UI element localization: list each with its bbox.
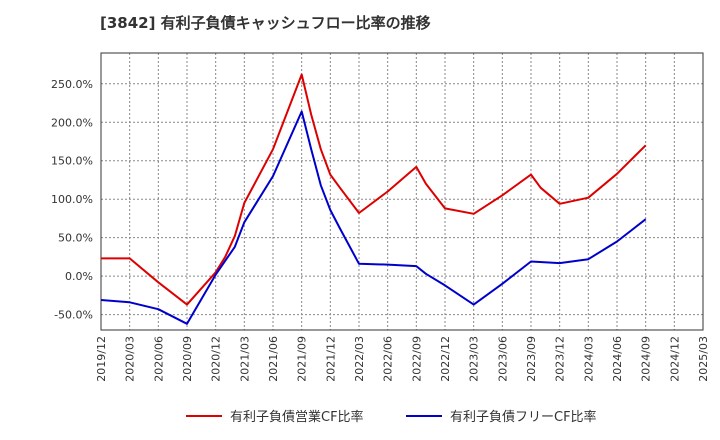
x-tick-label: 2024/03 <box>582 336 595 382</box>
x-tick-label: 2021/06 <box>267 336 280 382</box>
x-tick-label: 2021/03 <box>238 336 251 382</box>
y-tick-label: 200.0% <box>51 116 93 129</box>
x-tick-label: 2023/09 <box>525 336 538 382</box>
x-tick-label: 2022/09 <box>410 336 423 382</box>
series-layer <box>100 73 647 325</box>
x-tick-label: 2021/12 <box>324 336 337 382</box>
x-tick-label: 2025/03 <box>697 336 710 382</box>
x-tick-label: 2023/12 <box>554 336 567 382</box>
x-tick-label: 2020/06 <box>152 336 165 382</box>
chart-title: [3842] 有利子負債キャッシュフロー比率の推移 <box>100 14 431 32</box>
legend: 有利子負債営業CF比率 有利子負債フリーCF比率 <box>186 409 597 425</box>
plot-frame <box>100 52 704 331</box>
series-line-2 <box>100 110 647 325</box>
x-tick-label: 2022/03 <box>353 336 366 382</box>
y-tick-label: 150.0% <box>51 155 93 168</box>
y-tick-label: -50.0% <box>54 309 93 322</box>
y-tick-label: 250.0% <box>51 78 93 91</box>
y-tick-label: 50.0% <box>58 232 93 245</box>
y-tick-label: 0.0% <box>65 270 93 283</box>
legend-label-2: 有利子負債フリーCF比率 <box>450 409 597 425</box>
x-tick-label: 2020/09 <box>181 336 194 382</box>
x-tick-label: 2019/12 <box>95 336 108 382</box>
x-tick-label: 2022/06 <box>382 336 395 382</box>
x-tick-label: 2023/06 <box>496 336 509 382</box>
x-tick-label: 2020/03 <box>124 336 137 382</box>
series-line-1 <box>101 73 647 306</box>
x-tick-label: 2024/12 <box>668 336 681 382</box>
x-tick-label: 2023/03 <box>468 336 481 382</box>
x-tick-label: 2020/12 <box>210 336 223 382</box>
grid-layer <box>100 53 704 330</box>
x-tick-label: 2024/06 <box>611 336 624 382</box>
x-axis: 2019/12 2020/03 2020/06 2020/09 2020/12 2021/… <box>95 336 710 382</box>
x-tick-label: 2021/09 <box>296 336 309 382</box>
y-tick-label: 100.0% <box>51 193 93 206</box>
legend-label-1: 有利子負債営業CF比率 <box>230 409 364 425</box>
x-tick-label: 2024/09 <box>640 336 653 382</box>
y-axis: 250.0% 200.0% 150.0% 100.0% 50.0% 0.0% -50.0% <box>51 78 93 322</box>
x-tick-label: 2022/12 <box>439 336 452 382</box>
